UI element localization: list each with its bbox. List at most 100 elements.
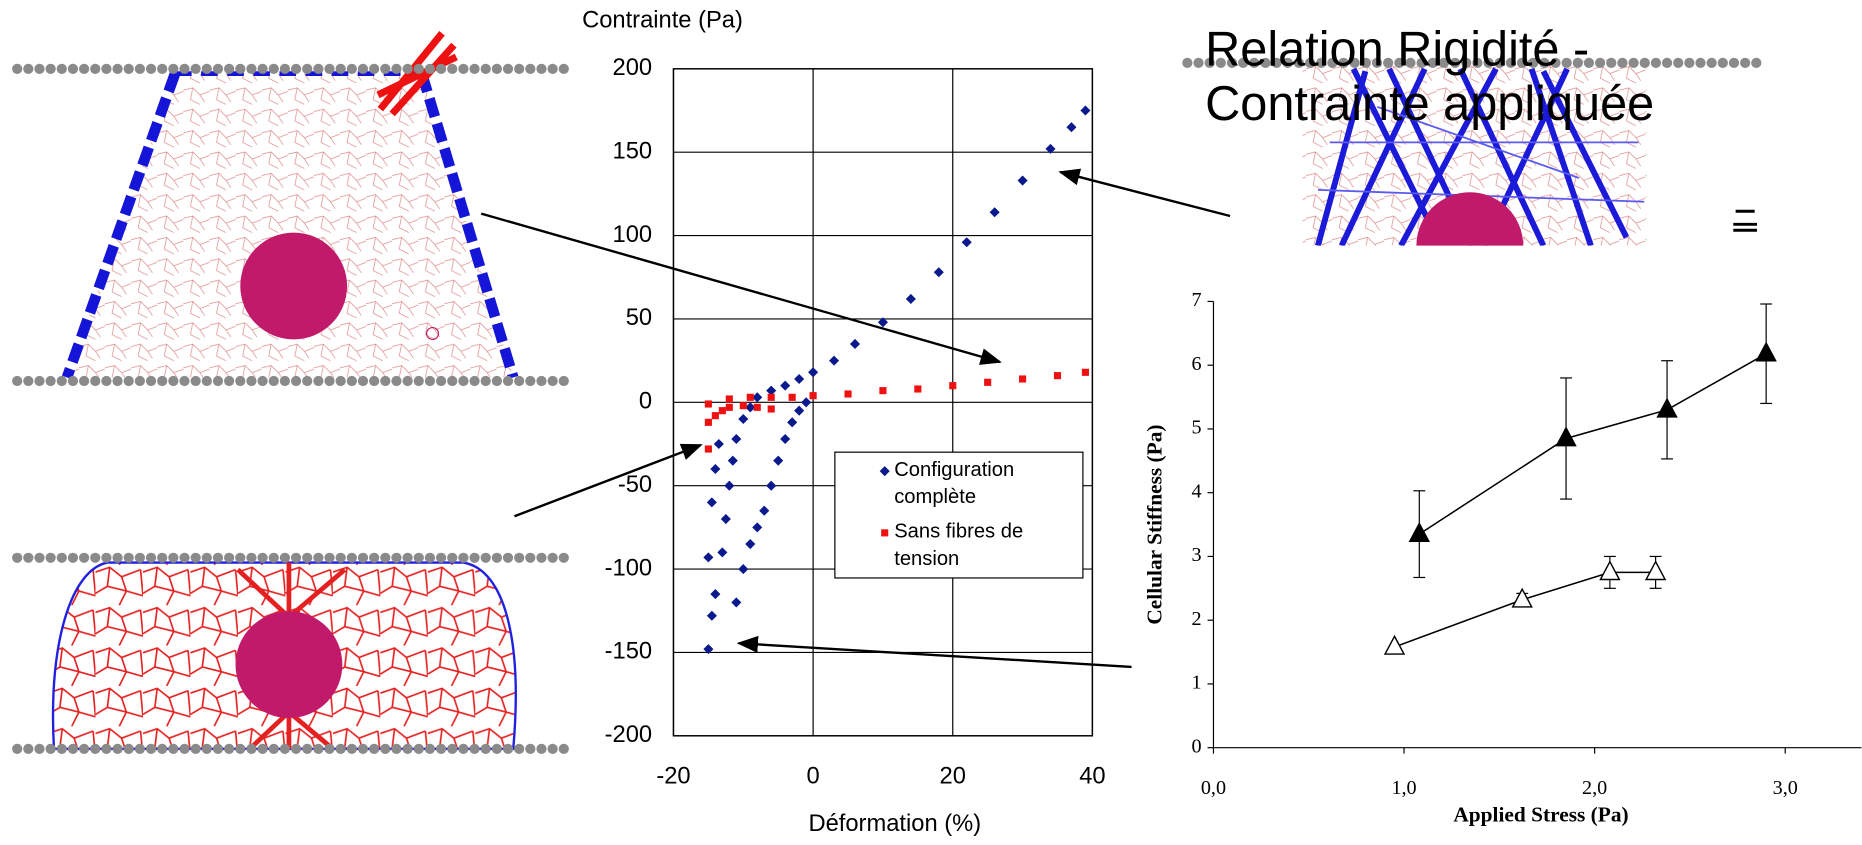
y-axis-label: Cellular Stiffness (Pa)	[1142, 424, 1166, 624]
bead	[525, 743, 536, 754]
legend-marker	[879, 466, 890, 477]
bead	[34, 375, 45, 387]
bead	[246, 743, 257, 754]
point	[809, 392, 817, 400]
point	[780, 380, 791, 391]
point	[1066, 122, 1077, 133]
bead	[558, 552, 569, 563]
bead	[302, 375, 313, 387]
bead	[1226, 57, 1238, 69]
bead	[56, 63, 67, 74]
bead	[1304, 57, 1316, 69]
bead	[335, 552, 346, 563]
bead	[435, 63, 447, 74]
bead	[525, 552, 536, 563]
bead	[1595, 57, 1606, 69]
bead	[290, 743, 302, 754]
bead	[23, 552, 34, 563]
bead	[469, 743, 480, 754]
point	[1053, 372, 1062, 380]
point	[739, 402, 747, 410]
x-tick-label: 0,0	[1201, 777, 1226, 799]
bead	[123, 552, 134, 563]
y-tick-label: 4	[1192, 480, 1202, 502]
bead	[1673, 57, 1684, 69]
bead	[23, 743, 34, 754]
bead	[313, 552, 324, 563]
bead	[190, 63, 201, 74]
point	[1383, 634, 1406, 655]
bead	[157, 743, 168, 754]
bead	[313, 743, 324, 754]
bead	[502, 375, 514, 387]
y-tick-label: 3	[1192, 544, 1202, 566]
point	[711, 412, 719, 420]
bead	[1338, 57, 1349, 69]
bead	[1717, 57, 1728, 69]
bead	[1706, 57, 1717, 69]
point	[844, 390, 852, 398]
bead	[134, 743, 145, 754]
bead	[224, 63, 235, 74]
bead	[402, 743, 413, 754]
bead	[469, 375, 480, 387]
bead	[78, 63, 90, 74]
bead	[335, 743, 346, 754]
point	[717, 547, 728, 558]
bead	[335, 63, 346, 74]
bead	[514, 552, 525, 563]
series-line	[1394, 571, 1656, 648]
x-tick-label: 1,0	[1391, 777, 1416, 799]
bead	[1316, 57, 1327, 69]
legend: Configuration complète Sans fibres de ten…	[834, 451, 1084, 579]
bead	[1606, 57, 1617, 69]
bead	[480, 63, 491, 74]
bead	[123, 63, 134, 74]
bead	[257, 375, 268, 387]
bead	[458, 375, 469, 387]
bead	[313, 63, 324, 74]
bead	[157, 375, 168, 387]
symbol	[1733, 209, 1758, 232]
y-tick-label: 2	[1192, 608, 1202, 630]
bead	[547, 63, 558, 74]
bead	[514, 743, 525, 754]
x-tick-label: 2,0	[1582, 777, 1607, 799]
bead	[1249, 57, 1260, 69]
bead	[1438, 57, 1450, 69]
cell-illustration	[1302, 59, 1647, 246]
bead	[279, 743, 291, 754]
bead	[101, 63, 112, 74]
bead	[145, 552, 157, 563]
bead	[324, 743, 335, 754]
point	[1599, 560, 1621, 581]
bead	[246, 375, 257, 387]
arrows	[480, 168, 1231, 669]
bead	[491, 743, 502, 754]
bead	[514, 63, 525, 74]
bead	[1472, 57, 1483, 69]
bead	[257, 743, 268, 754]
point	[731, 433, 742, 445]
bead	[1751, 57, 1762, 69]
point	[933, 267, 944, 278]
point	[961, 237, 972, 248]
bead	[380, 743, 391, 754]
point	[718, 407, 726, 415]
cell-illustration	[51, 561, 517, 751]
bead	[190, 552, 201, 563]
bead	[1572, 57, 1583, 69]
chart: 0 1 2 3 4 5 6 7 0,0 1,0 2,0 3,0 Cellular Stiffness (…	[1142, 289, 1862, 826]
bead	[369, 375, 380, 387]
bead	[12, 552, 23, 563]
bead	[369, 743, 380, 754]
point	[905, 293, 916, 304]
legend-label: Sans fibres de tension	[894, 519, 1024, 570]
bead	[391, 743, 402, 754]
bead	[34, 63, 45, 74]
y-tick-label: -200	[605, 722, 652, 748]
bead	[1684, 57, 1695, 69]
point	[1081, 368, 1089, 376]
point	[849, 338, 861, 349]
